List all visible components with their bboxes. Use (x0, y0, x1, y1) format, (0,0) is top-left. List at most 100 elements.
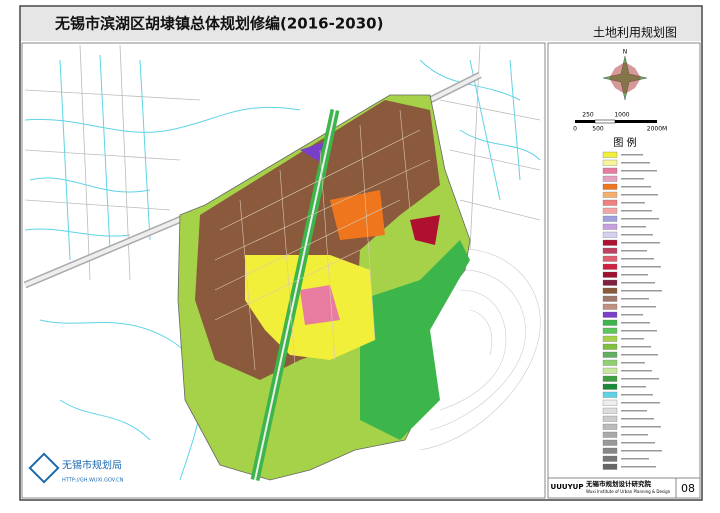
bureau-url: HTTP://GH.WUXI.GOV.CN (62, 478, 124, 484)
legend-entry-line (621, 442, 655, 444)
legend-entry-line (621, 178, 644, 180)
legend-entry-line (621, 378, 659, 380)
utility-area (410, 215, 440, 245)
scale-label: 250 (582, 112, 594, 119)
header-band (21, 7, 701, 41)
legend-swatch (602, 335, 618, 342)
map-area: 无锡市规划局 HTTP://GH.WUXI.GOV.CN (21, 42, 546, 499)
legend-entry-line (621, 202, 645, 204)
legend-swatch (602, 303, 618, 310)
legend-entry-line (621, 250, 647, 252)
roads (24, 44, 541, 281)
legend-entry-line (621, 394, 653, 396)
subtitle: 土地利用规划图 (593, 25, 677, 40)
legend-swatch (602, 463, 618, 470)
legend-swatch (602, 255, 618, 262)
scale-label: 1000 (614, 112, 629, 119)
commercial-area (300, 285, 340, 325)
legend-swatch (602, 191, 618, 198)
legend-swatch (602, 327, 618, 334)
green-space (360, 240, 470, 440)
legend-swatch (602, 183, 618, 190)
institute-logo: UUUYUP (551, 483, 584, 491)
legend-entry-line (621, 386, 646, 388)
legend-entry-line (621, 450, 662, 452)
legend-swatch (602, 263, 618, 270)
legend-entry-line (621, 338, 644, 340)
legend-swatch (602, 151, 618, 158)
scale-label: 500 (592, 126, 604, 133)
legend-swatch (602, 367, 618, 374)
legend-swatch (602, 239, 618, 246)
legend-swatch (602, 415, 618, 422)
institute-name-en: Wuxi Institute of Urban Planning & Desig… (586, 489, 671, 494)
legend-entry-line (621, 346, 651, 348)
legend-entry-line (621, 402, 660, 404)
legend-frame (547, 42, 701, 499)
legend-entry-line (621, 306, 656, 308)
contours (419, 248, 541, 451)
legend-swatch (602, 167, 618, 174)
legend-swatch (602, 439, 618, 446)
legend-swatch (602, 215, 618, 222)
north-arrow (602, 55, 648, 101)
legend-entry-line (621, 194, 658, 196)
legend-swatch (602, 159, 618, 166)
legend-swatch (602, 223, 618, 230)
legend-entry-line (621, 186, 651, 188)
legend-swatch (602, 271, 618, 278)
legend-entry-line (621, 418, 654, 420)
legend-entry-line (621, 426, 661, 428)
scale-label: 2000M (647, 126, 667, 133)
legend-entry-line (621, 266, 661, 268)
legend-swatch (602, 279, 618, 286)
legend-swatch (602, 407, 618, 414)
legend-entry-line (621, 170, 657, 172)
legend-entry-line (621, 282, 655, 284)
legend-swatch (602, 399, 618, 406)
legend-swatch (602, 351, 618, 358)
frame (19, 5, 703, 501)
legend-swatch (602, 383, 618, 390)
street-grid (214, 109, 431, 371)
legend-swatch (602, 247, 618, 254)
legend-entry-line (621, 354, 658, 356)
legend-entry-line (621, 362, 645, 364)
legend-swatches (602, 151, 662, 470)
legend-panel: N 250 1000 0 500 2000M 图 例 UUUYUP 无锡市规划设… (547, 42, 701, 499)
legend-entry-line (621, 322, 650, 324)
legend-swatch (602, 199, 618, 206)
legend-entry-line (621, 218, 659, 220)
legend-entry-line (621, 466, 656, 468)
legend-swatch (602, 287, 618, 294)
legend-swatch (602, 295, 618, 302)
bureau-logo: 无锡市规划局 HTTP://GH.WUXI.GOV.CN (28, 452, 124, 484)
legend-entry-line (621, 410, 647, 412)
title: 无锡市滨湖区胡埭镇总体规划修编(2016-2030) (54, 15, 383, 33)
legend-swatch (602, 231, 618, 238)
bureau-name: 无锡市规划局 (62, 459, 122, 472)
legend-entry-line (621, 162, 650, 164)
legend-entry-line (621, 314, 643, 316)
legend-entry-line (621, 258, 654, 260)
legend-swatch (602, 423, 618, 430)
legend-entry-line (621, 458, 649, 460)
legend-entry-line (621, 434, 648, 436)
scale-bar (575, 119, 657, 124)
legend-swatch (602, 311, 618, 318)
legend-entry-line (621, 274, 648, 276)
legend-swatch (602, 319, 618, 326)
legend-swatch (602, 175, 618, 182)
scale-label: 0 (573, 126, 577, 133)
north-label: N (623, 49, 628, 56)
legend-swatch (602, 447, 618, 454)
legend-entry-line (621, 330, 657, 332)
legend-swatch (602, 359, 618, 366)
legend-entry-line (621, 290, 662, 292)
legend-title: 图 例 (613, 136, 636, 149)
institute-name: 无锡市规划设计研究院 (585, 479, 652, 488)
legend-entry-line (621, 298, 649, 300)
legend-swatch (602, 375, 618, 382)
legend-entry-line (621, 210, 652, 212)
